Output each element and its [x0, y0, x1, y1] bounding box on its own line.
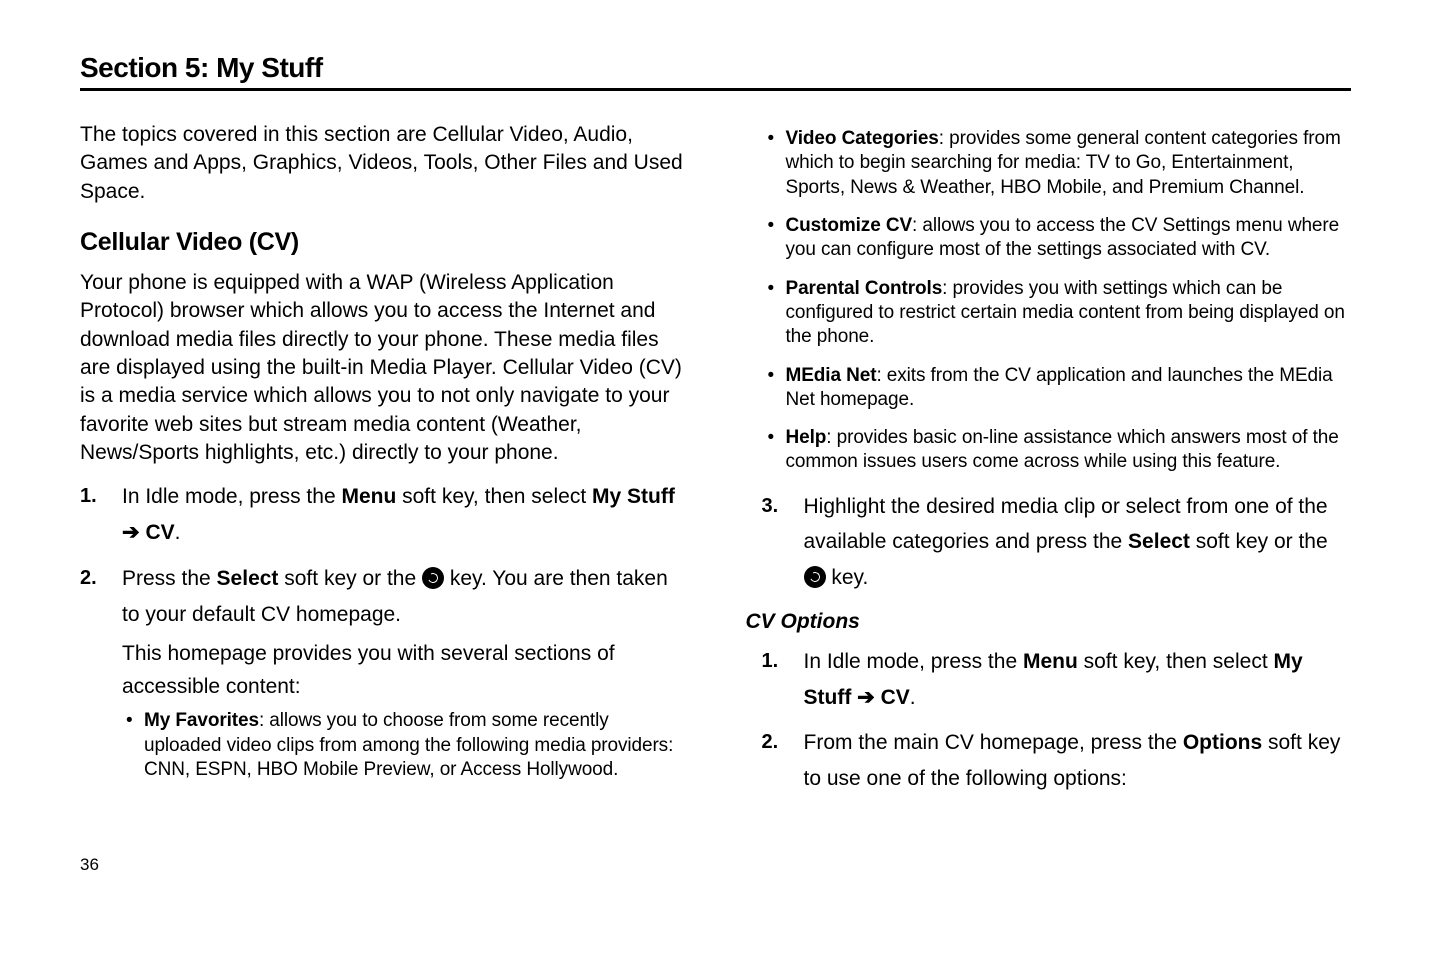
text: soft key, then select [396, 485, 592, 508]
options-label: Options [1183, 731, 1262, 754]
left-step-list: 1. In Idle mode, press the Menu soft key… [80, 479, 686, 782]
menu-label: Menu [341, 485, 396, 508]
ok-key-icon [804, 566, 826, 588]
page-number: 36 [80, 855, 1351, 875]
menu-label: Menu [1023, 650, 1078, 673]
step-number: 2. [762, 725, 779, 759]
text: Press the [122, 567, 217, 590]
text: . [910, 686, 916, 709]
bullet-my-favorites: My Favorites: allows you to choose from … [144, 709, 686, 782]
ok-key-icon [422, 567, 444, 589]
step-number: 3. [762, 489, 779, 523]
step-2-sub: This homepage provides you with several … [122, 638, 686, 703]
text: key. [826, 566, 869, 589]
right-column: Video Categories: provides some general … [746, 121, 1352, 807]
bullet-text: : provides basic on-line assistance whic… [786, 427, 1339, 472]
cv-options-step-list: 1. In Idle mode, press the Menu soft key… [746, 644, 1352, 797]
text: . [175, 521, 181, 544]
arrow-icon: ➔ [122, 521, 145, 544]
text: soft key or the [1190, 530, 1328, 553]
select-label: Select [1128, 530, 1190, 553]
left-column: The topics covered in this section are C… [80, 121, 686, 807]
heading-cv-options: CV Options [746, 610, 1352, 634]
bullet-customize-cv: Customize CV: allows you to access the C… [786, 214, 1352, 263]
right-step-list: 3. Highlight the desired media clip or s… [746, 489, 1352, 596]
step-number: 2. [80, 561, 97, 595]
step-1: 1. In Idle mode, press the Menu soft key… [122, 479, 686, 550]
select-label: Select [217, 567, 279, 590]
bullet-title: Parental Controls [786, 278, 943, 299]
step-number: 1. [762, 644, 779, 678]
text: soft key or the [278, 567, 422, 590]
right-bullet-list: Video Categories: provides some general … [746, 127, 1352, 475]
step-3: 3. Highlight the desired media clip or s… [804, 489, 1352, 596]
step-2: 2. Press the Select soft key or the key.… [122, 561, 686, 782]
cv-step-1: 1. In Idle mode, press the Menu soft key… [804, 644, 1352, 715]
bullet-parental-controls: Parental Controls: provides you with set… [786, 277, 1352, 350]
columns: The topics covered in this section are C… [80, 121, 1351, 807]
bullet-media-net: MEdia Net: exits from the CV application… [786, 364, 1352, 413]
bullet-title: Customize CV [786, 215, 913, 236]
text: In Idle mode, press the [122, 485, 341, 508]
horizontal-rule [80, 88, 1351, 91]
bullet-title: MEdia Net [786, 365, 877, 386]
left-bullet-list: My Favorites: allows you to choose from … [122, 709, 686, 782]
my-stuff-label: My Stuff [592, 485, 675, 508]
bullet-title: My Favorites [144, 710, 259, 731]
text: In Idle mode, press the [804, 650, 1023, 673]
intro-paragraph: The topics covered in this section are C… [80, 121, 686, 206]
bullet-title: Video Categories [786, 128, 939, 149]
bullet-video-categories: Video Categories: provides some general … [786, 127, 1352, 200]
text: soft key, then select [1078, 650, 1274, 673]
cv-label: CV [881, 686, 910, 709]
cv-label: CV [145, 521, 174, 544]
wap-body: Your phone is equipped with a WAP (Wirel… [80, 269, 686, 467]
bullet-help: Help: provides basic on-line assistance … [786, 426, 1352, 475]
heading-cellular-video: Cellular Video (CV) [80, 228, 686, 257]
page: Section 5: My Stuff The topics covered i… [0, 0, 1431, 905]
section-title: Section 5: My Stuff [80, 52, 1351, 84]
bullet-title: Help [786, 427, 827, 448]
step-number: 1. [80, 479, 97, 513]
cv-step-2: 2. From the main CV homepage, press the … [804, 725, 1352, 796]
text: From the main CV homepage, press the [804, 731, 1183, 754]
arrow-icon: ➔ [851, 686, 880, 709]
